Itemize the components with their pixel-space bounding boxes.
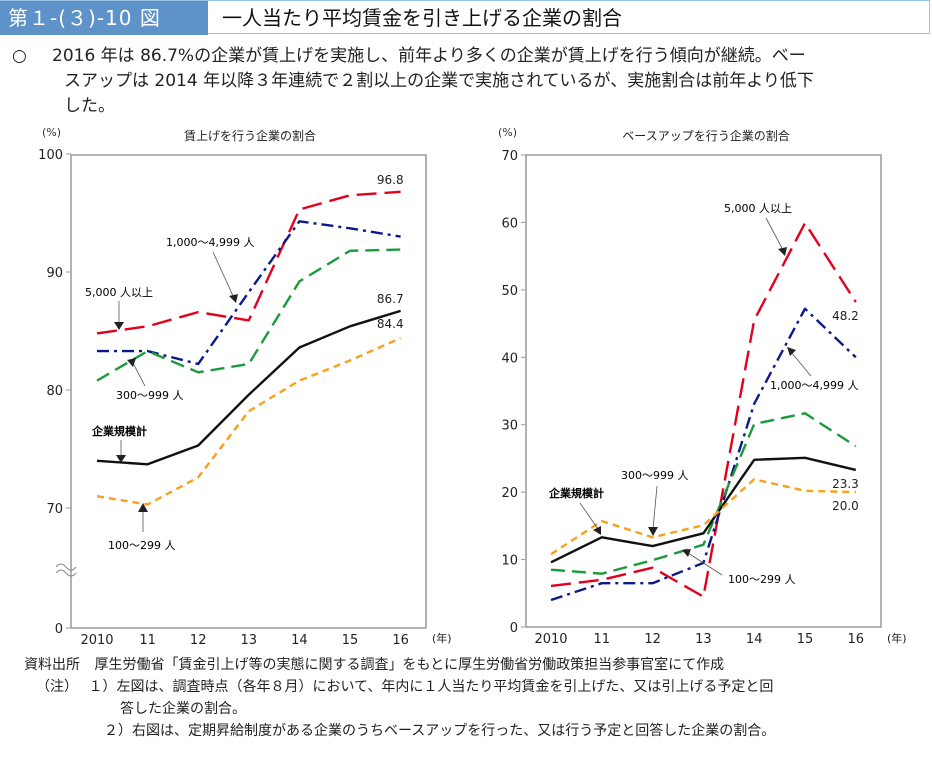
x-tick-label: 2010: [80, 633, 113, 648]
left-plot-frame: [70, 154, 427, 629]
left-chart: (%) 賃上げを行う企業の割合 0 70 80 90 100 2010 11 12 13 14 1…: [38, 126, 451, 648]
source-row: 資料出所 厚生労働省「賃金引上げ等の実態に関する調査」をもとに厚生労働省労働政策…: [24, 654, 924, 676]
bullet-icon: ○: [12, 46, 27, 66]
y-tick-label: 30: [501, 419, 518, 434]
source-text: 厚生労働省「賃金引上げ等の実態に関する調査」をもとに厚生労働省労働政策担当参事官…: [94, 657, 725, 673]
y-tick-label: 70: [46, 502, 63, 517]
x-tick-label: 11: [594, 632, 611, 647]
right-x-unit: (年): [887, 631, 907, 645]
right-chart-title: ベースアップを行う企業の割合: [622, 128, 789, 143]
source-label: 資料出所: [24, 657, 80, 673]
series-line-s100_299: [96, 337, 402, 506]
x-tick-label: 11: [139, 633, 156, 648]
x-tick-label: 2010: [534, 632, 567, 647]
y-tick-label: 20: [501, 486, 518, 501]
x-tick-label: 13: [241, 633, 258, 648]
x-tick-label: 15: [342, 633, 359, 648]
series-line-s1000_4999: [97, 220, 401, 366]
x-tick-label: 15: [797, 632, 814, 647]
end-label-total: 23.3: [832, 477, 859, 491]
annot-right-total: 企業規模計: [548, 486, 604, 500]
annot-left-300-999: 300～999 人: [116, 389, 184, 402]
end-label-s100_299: 84.4: [377, 317, 404, 331]
summary-line-1: 2016 年は 86.7%の企業が賃上げを実施し、前年より多くの企業が賃上げを行…: [52, 46, 806, 66]
series-line-total: [96, 309, 401, 466]
y-tick-label: 0: [510, 621, 518, 636]
y-tick-label: 100: [38, 148, 63, 163]
series-line-s300_999: [550, 412, 857, 575]
y-tick-label: 90: [46, 266, 63, 281]
left-chart-title: 賃上げを行う企業の割合: [184, 128, 316, 143]
note1-text-a: １）左図は、調査時点（各年８月）において、年内に１人当たり平均賃金を引上げた、又…: [88, 679, 774, 695]
y-tick-label: 80: [46, 384, 63, 399]
x-tick-label: 12: [644, 632, 661, 647]
annot-right-1000-4999: 1,000～4,999 人: [770, 379, 858, 392]
figure-title: 一人当たり平均賃金を引き上げる企業の割合: [222, 6, 622, 30]
series-line-total: [550, 456, 857, 564]
annot-right-100-299: 300～999 人: [621, 469, 689, 482]
left-annotations: 5,000 人以上 1,000～4,999 人 300～999 人 企業規模計 …: [85, 236, 254, 552]
figure-header: 第１-(３)-10 図 一人当たり平均賃金を引き上げる企業の割合: [0, 0, 930, 35]
x-tick-label: 14: [291, 633, 308, 648]
left-x-unit: (年): [432, 631, 452, 645]
notes: 資料出所 厚生労働省「賃金引上げ等の実態に関する調査」をもとに厚生労働省労働政策…: [24, 654, 924, 742]
axis-break-icon: [55, 563, 77, 577]
y-tick-label: 0: [55, 622, 63, 637]
annot-left-total: 企業規模計: [91, 424, 147, 438]
annot-right-300-999: 100～299 人: [728, 573, 796, 586]
y-tick-label: 40: [501, 351, 518, 366]
right-chart: (%) ベースアップを行う企業の割合 0 10 20 30 40 50 60 70 2010 1…: [498, 126, 907, 647]
annot-left-1000-4999: 1,000～4,999 人: [166, 236, 254, 249]
series-line-s100_299: [550, 478, 856, 556]
end-label-s100_299: 20.0: [832, 499, 859, 513]
x-tick-label: 13: [695, 632, 712, 647]
y-tick-label: 10: [501, 554, 518, 569]
end-label-s5000: 96.8: [377, 173, 404, 187]
note1-text-b: 答した企業の割合。: [120, 701, 246, 717]
x-tick-label: 16: [848, 632, 865, 647]
note2-text: ２）右図は、定期昇給制度がある企業のうちベースアップを行った、又は行う予定と回答…: [104, 723, 776, 739]
end-label-s5000: 48.2: [832, 309, 859, 323]
y-tick-label: 60: [501, 216, 518, 231]
end-label-total: 86.7: [377, 292, 404, 306]
x-tick-label: 16: [392, 633, 409, 648]
right-y-unit: (%): [498, 126, 517, 139]
right-annotations: 5,000 人以上 1,000～4,999 人 300～999 人 企業規模計 …: [548, 202, 858, 586]
figure-number: 第１-(３)-10 図: [0, 1, 208, 35]
left-y-unit: (%): [42, 126, 61, 139]
y-tick-label: 50: [501, 284, 518, 299]
series-line-s300_999: [96, 248, 401, 382]
y-tick-label: 70: [501, 149, 518, 164]
series-line-s1000_4999: [550, 307, 857, 602]
annot-left-100-299: 100～299 人: [108, 539, 176, 552]
note-label: （注）: [36, 679, 78, 695]
summary: ○ 2016 年は 86.7%の企業が賃上げを実施し、前年より多くの企業が賃上げ…: [12, 44, 917, 119]
x-tick-label: 14: [746, 632, 763, 647]
annot-right-5000: 5,000 人以上: [724, 202, 792, 215]
right-plot-frame: [525, 154, 882, 628]
x-tick-label: 12: [190, 633, 207, 648]
note1-row: （注） １）左図は、調査時点（各年８月）において、年内に１人当たり平均賃金を引上…: [24, 676, 924, 698]
series-line-s5000: [96, 190, 401, 335]
summary-line-2: スアップは 2014 年以降３年連続で２割以上の企業で実施されているが、実施割合…: [64, 71, 814, 91]
annot-left-5000: 5,000 人以上: [85, 286, 153, 299]
summary-line-3: した。: [64, 96, 115, 116]
